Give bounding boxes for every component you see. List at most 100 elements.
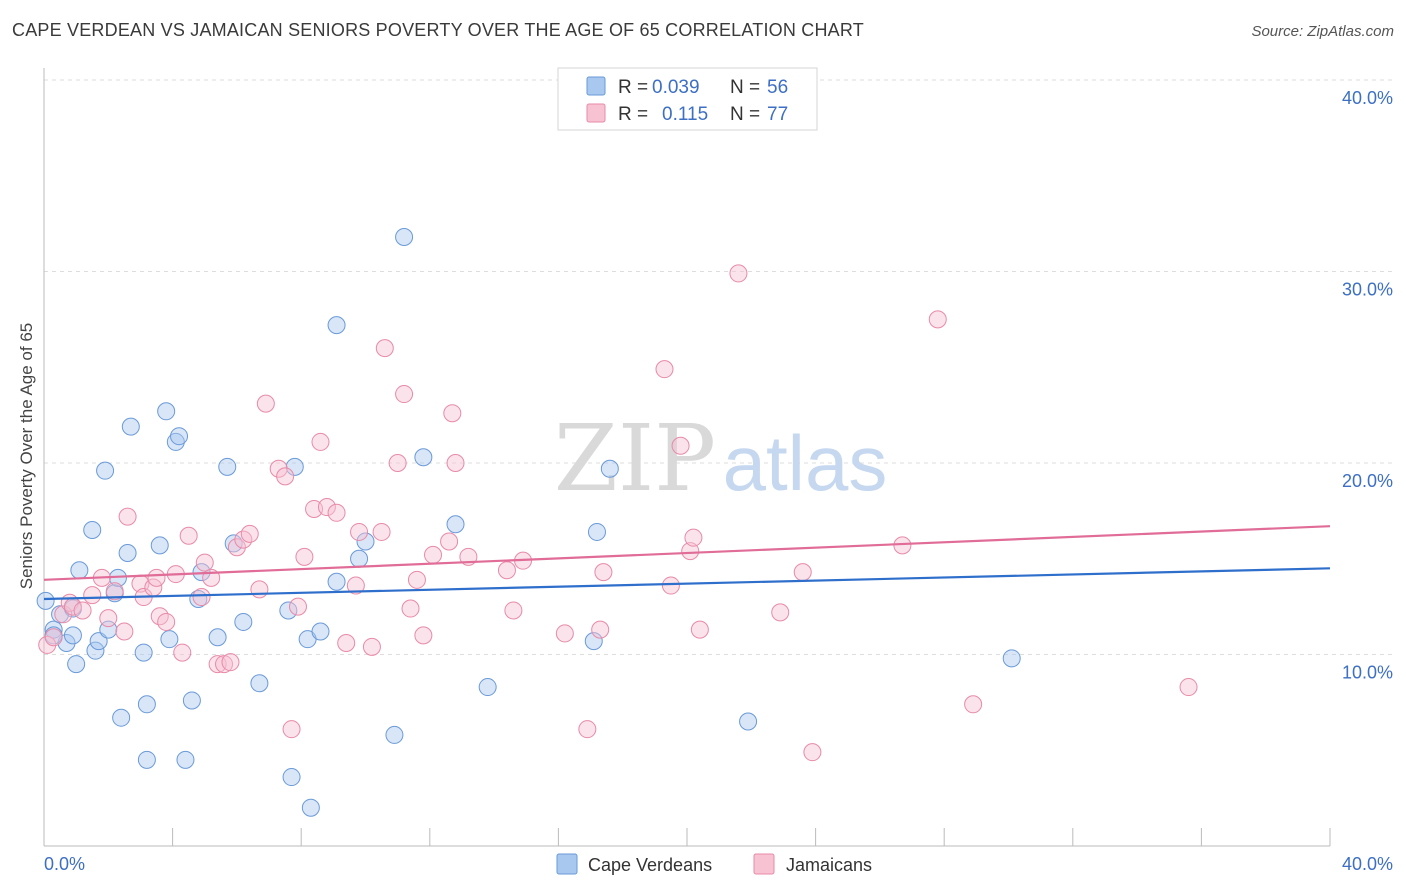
legend-swatch-jamaicans: [586, 103, 606, 123]
point-jamaicans-34: [282, 720, 301, 739]
point-jamaicans-36: [295, 547, 314, 566]
point-cape-verdeans-24: [166, 432, 185, 451]
point-cape-verdeans-47: [414, 448, 433, 467]
point-jamaicans-26: [221, 653, 240, 672]
x-tick-label-min: 0.0%: [44, 854, 85, 874]
point-jamaicans-32: [269, 459, 288, 478]
point-cape-verdeans-35: [279, 601, 298, 620]
point-jamaicans-38: [311, 432, 330, 451]
y-axis-title: Seniors Poverty Over the Age of 65: [17, 323, 36, 589]
point-jamaicans-33: [276, 467, 295, 486]
series-legend: Cape Verdeans Jamaicans: [556, 853, 872, 875]
point-jamaicans-0: [38, 635, 57, 654]
y-tick-labels: 10.0% 20.0% 30.0% 40.0%: [1342, 88, 1393, 683]
point-cape-verdeans-1: [44, 620, 63, 639]
point-jamaicans-15: [147, 568, 166, 587]
point-cape-verdeans-19: [137, 750, 156, 769]
point-jamaicans-49: [401, 599, 420, 618]
point-jamaicans-60: [555, 624, 574, 643]
point-jamaicans-8: [99, 609, 118, 628]
source-label: Source: ZipAtlas.com: [1251, 23, 1394, 40]
point-jamaicans-43: [350, 522, 369, 541]
point-cape-verdeans-33: [234, 612, 253, 631]
point-jamaicans-5: [73, 601, 92, 620]
chart-title: CAPE VERDEAN VS JAMAICAN SENIORS POVERTY…: [12, 20, 864, 40]
point-jamaicans-68: [684, 528, 703, 547]
point-cape-verdeans-26: [176, 750, 195, 769]
point-jamaicans-52: [424, 545, 443, 564]
point-jamaicans-41: [337, 634, 356, 653]
point-jamaicans-54: [443, 404, 462, 423]
point-cape-verdeans-54: [1002, 649, 1021, 668]
point-cape-verdeans-42: [327, 316, 346, 335]
point-jamaicans-42: [346, 576, 365, 595]
point-jamaicans-30: [250, 580, 269, 599]
y-tick-label-30: 30.0%: [1342, 280, 1393, 300]
point-jamaicans-47: [388, 454, 407, 472]
point-cape-verdeans-25: [170, 427, 189, 446]
watermark-zip: ZIP: [554, 405, 716, 512]
point-jamaicans-53: [440, 532, 459, 551]
point-jamaicans-73: [803, 743, 822, 762]
grid-lines: [44, 79, 1392, 655]
bottom-legend-label-jamaicans: Jamaicans: [786, 855, 872, 875]
point-jamaicans-46: [375, 339, 394, 358]
point-cape-verdeans-20: [137, 695, 156, 714]
point-cape-verdeans-36: [282, 768, 301, 787]
bottom-legend-swatch-jamaicans: [753, 853, 775, 875]
point-cape-verdeans-5: [63, 626, 82, 645]
point-jamaicans-77: [1179, 678, 1198, 697]
point-jamaicans-71: [771, 603, 790, 622]
point-cape-verdeans-21: [150, 536, 169, 555]
x-axis-ticks: [43, 828, 1331, 846]
point-jamaicans-57: [497, 561, 516, 580]
point-jamaicans-11: [118, 507, 137, 526]
legend-r-label-2: R =: [618, 104, 648, 125]
point-jamaicans-20: [179, 526, 198, 545]
point-cape-verdeans-39: [301, 798, 320, 817]
point-jamaicans-35: [288, 597, 307, 616]
point-cape-verdeans-6: [67, 655, 86, 674]
point-cape-verdeans-46: [395, 228, 414, 247]
point-jamaicans-21: [192, 588, 211, 607]
legend-r-value-1: 0.039: [652, 77, 700, 98]
point-jamaicans-61: [578, 720, 597, 739]
legend-swatch-cape-verdeans: [586, 76, 606, 96]
point-cape-verdeans-43: [350, 549, 369, 568]
point-cape-verdeans-44: [356, 532, 375, 551]
point-jamaicans-10: [115, 622, 134, 641]
point-jamaicans-48: [395, 385, 414, 404]
point-jamaicans-19: [173, 643, 192, 662]
watermark-atlas: atlas: [723, 419, 888, 507]
point-cape-verdeans-17: [121, 417, 140, 436]
point-cape-verdeans-37: [285, 457, 304, 476]
point-cape-verdeans-11: [96, 461, 115, 480]
trend-line-jamaicans: [43, 525, 1331, 581]
point-jamaicans-22: [195, 553, 214, 572]
point-cape-verdeans-10: [89, 632, 108, 651]
scatter-points: [36, 228, 1198, 817]
point-jamaicans-66: [671, 436, 690, 455]
point-jamaicans-45: [372, 522, 391, 541]
point-jamaicans-64: [655, 360, 674, 379]
point-cape-verdeans-8: [83, 521, 102, 540]
point-cape-verdeans-23: [160, 630, 179, 649]
point-cape-verdeans-22: [157, 402, 176, 421]
point-cape-verdeans-0: [36, 591, 55, 610]
point-jamaicans-9: [105, 582, 124, 601]
point-jamaicans-6: [83, 586, 102, 605]
point-cape-verdeans-16: [118, 544, 137, 563]
point-jamaicans-72: [793, 563, 812, 582]
y-tick-label-20: 20.0%: [1342, 471, 1393, 491]
point-cape-verdeans-18: [134, 643, 153, 662]
point-cape-verdeans-27: [182, 691, 201, 710]
point-cape-verdeans-50: [584, 632, 603, 651]
point-jamaicans-55: [446, 454, 465, 472]
point-jamaicans-29: [240, 524, 259, 543]
point-cape-verdeans-31: [218, 457, 237, 476]
point-jamaicans-63: [594, 563, 613, 582]
point-jamaicans-50: [407, 570, 426, 589]
trend-lines: [43, 525, 1331, 601]
point-cape-verdeans-30: [208, 628, 227, 647]
